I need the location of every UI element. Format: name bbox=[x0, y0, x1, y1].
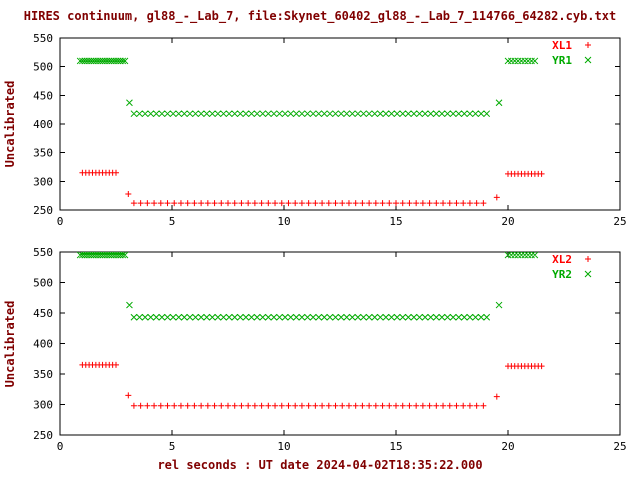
y-tick-label: 550 bbox=[33, 246, 53, 259]
x-tick-label: 15 bbox=[389, 440, 402, 453]
series-YR1-points bbox=[76, 57, 539, 118]
series-YR2-points bbox=[76, 251, 539, 321]
y-tick-label: 400 bbox=[33, 338, 53, 351]
x-tick-label: 20 bbox=[501, 215, 514, 228]
y-tick-label: 550 bbox=[33, 32, 53, 45]
y-tick-label: 400 bbox=[33, 118, 53, 131]
y-tick-label: 450 bbox=[33, 89, 53, 102]
y-tick-label: 300 bbox=[33, 175, 53, 188]
x-axis-label: rel seconds : UT date 2024-04-02T18:35:2… bbox=[157, 458, 482, 472]
x-tick-label: 15 bbox=[389, 215, 402, 228]
panel-bottom: 0 5 10 15 20 25 250 300 350 400 450 500 550 XL2 YR2 bbox=[33, 246, 627, 453]
y-tick-label: 450 bbox=[33, 307, 53, 320]
y-tick-label: 350 bbox=[33, 368, 53, 381]
y-tick-label: 250 bbox=[33, 429, 53, 442]
legend-marker-XL1 bbox=[585, 42, 591, 48]
legend-label-YR1: YR1 bbox=[552, 54, 572, 67]
legend-label-XL1: XL1 bbox=[552, 39, 572, 52]
legend-marker-YR1 bbox=[584, 56, 592, 64]
legend-label-XL2: XL2 bbox=[552, 253, 572, 266]
x-tick-label: 25 bbox=[613, 440, 626, 453]
y-axis-label-top: Uncalibrated bbox=[3, 81, 17, 168]
y-tick-label: 500 bbox=[33, 277, 53, 290]
x-tick-label: 10 bbox=[277, 440, 290, 453]
legend-label-YR2: YR2 bbox=[552, 268, 572, 281]
x-tick-label: 25 bbox=[613, 215, 626, 228]
y-tick-label: 500 bbox=[33, 61, 53, 74]
plot-frame bbox=[59, 251, 621, 436]
legend-marker-YR2 bbox=[584, 270, 592, 278]
x-tick-label: 5 bbox=[169, 440, 176, 453]
legend-marker-XL2 bbox=[585, 256, 591, 262]
series-XL1-points bbox=[79, 169, 545, 207]
y-tick-label: 300 bbox=[33, 399, 53, 412]
y-tick-label: 350 bbox=[33, 147, 53, 160]
x-tick-label: 0 bbox=[57, 215, 64, 228]
series-XL2-points bbox=[79, 361, 545, 409]
chart-title: HIRES continuum, gl88_-_Lab_7, file:Skyn… bbox=[24, 9, 616, 24]
x-tick-label: 10 bbox=[277, 215, 290, 228]
panel-top: 0 5 10 15 20 25 250 300 350 400 450 500 550 XL1 YR1 bbox=[33, 32, 627, 228]
x-tick-label: 5 bbox=[169, 215, 176, 228]
plot-frame bbox=[59, 37, 621, 211]
x-tick-label: 20 bbox=[501, 440, 514, 453]
x-tick-label: 0 bbox=[57, 440, 64, 453]
y-tick-label: 250 bbox=[33, 204, 53, 217]
panels-group: 0 5 10 15 20 25 250 300 350 400 450 500 550 XL1 YR1 0 5 1… bbox=[33, 32, 627, 453]
y-axis-label-bottom: Uncalibrated bbox=[3, 301, 17, 388]
